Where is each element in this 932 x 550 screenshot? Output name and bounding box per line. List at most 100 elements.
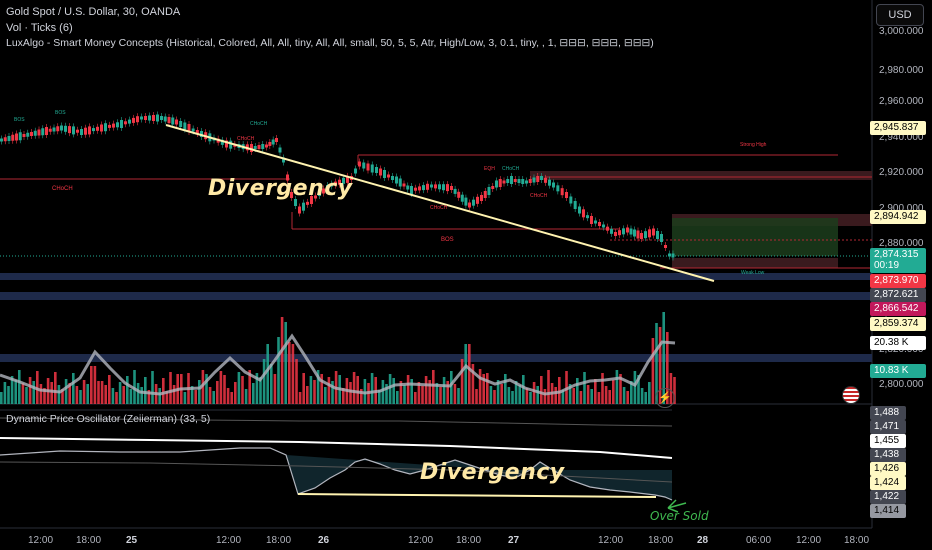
volume-bar bbox=[7, 386, 10, 404]
symbol-title[interactable]: Gold Spot / U.S. Dollar, 30, OANDA bbox=[6, 6, 181, 18]
volume-bar bbox=[3, 382, 7, 404]
time-axis-tick: 18:00 bbox=[456, 535, 482, 546]
candle-body bbox=[544, 177, 547, 183]
candle-body bbox=[104, 123, 107, 132]
us-flag-icon[interactable] bbox=[842, 386, 860, 404]
price-axis-tick: 2,900.000 bbox=[879, 203, 924, 214]
volume-bar bbox=[460, 359, 464, 404]
candle-body bbox=[88, 126, 91, 135]
candle-body bbox=[468, 202, 471, 208]
time-axis-tick: 18:00 bbox=[844, 535, 870, 546]
candle-body bbox=[225, 140, 228, 148]
oscillator-tag: 1,424 bbox=[870, 476, 906, 490]
volume-bar bbox=[414, 392, 417, 404]
volume-bar bbox=[493, 390, 496, 404]
volume-bar bbox=[190, 386, 194, 404]
price-axis-tick: 2,980.000 bbox=[879, 65, 924, 76]
candle-body bbox=[191, 128, 195, 132]
price-tag: 2,874.315 bbox=[870, 248, 926, 262]
candle-body bbox=[414, 187, 417, 191]
price-tag: 2,866.542 bbox=[870, 302, 926, 316]
volume-bar bbox=[540, 376, 543, 404]
candle-body bbox=[506, 179, 510, 183]
candle-body bbox=[160, 116, 163, 120]
time-axis-tick: 28 bbox=[697, 535, 709, 546]
candle-body bbox=[362, 162, 366, 169]
volume-bar bbox=[147, 390, 151, 404]
volume-bar bbox=[410, 379, 413, 404]
volume-bar bbox=[313, 380, 316, 404]
volume-bar bbox=[212, 391, 215, 404]
volume-bar bbox=[594, 379, 597, 404]
volume-bar bbox=[666, 332, 669, 404]
over-sold-arrow bbox=[667, 499, 687, 513]
candle-body bbox=[569, 196, 573, 204]
luxalgo-indicator-title[interactable]: LuxAlgo - Smart Money Concepts (Historic… bbox=[6, 37, 654, 49]
volume-bar bbox=[262, 359, 266, 404]
oscillator-mid-band bbox=[0, 437, 673, 459]
volume-bar bbox=[118, 382, 122, 404]
time-axis-tick: 12:00 bbox=[216, 535, 242, 546]
volume-bar bbox=[428, 380, 431, 404]
volume-bar bbox=[291, 344, 295, 404]
candle-body bbox=[391, 176, 394, 180]
volume-bar bbox=[72, 373, 75, 404]
oscillator-indicator-title[interactable]: Dynamic Price Oscillator (Zeiierman) (33… bbox=[6, 413, 211, 425]
eqh-label: EQH bbox=[484, 166, 495, 172]
volume-bar bbox=[259, 377, 262, 404]
candle-body bbox=[578, 206, 581, 214]
volume-bar bbox=[68, 383, 71, 404]
volume-bar bbox=[442, 377, 446, 404]
volume-bar bbox=[349, 382, 352, 404]
volume-bar bbox=[370, 373, 374, 404]
candle-body bbox=[472, 199, 475, 206]
volume-bar bbox=[547, 370, 550, 404]
candle-body bbox=[510, 176, 513, 184]
candle-body bbox=[422, 185, 425, 191]
candle-body bbox=[0, 138, 3, 142]
volume-bar bbox=[100, 381, 104, 404]
candle-body bbox=[668, 253, 671, 257]
volume-bar bbox=[619, 374, 622, 404]
volume-bar bbox=[331, 381, 334, 404]
volume-bar bbox=[669, 373, 673, 404]
volume-bar bbox=[28, 377, 32, 404]
volume-bar bbox=[90, 366, 93, 404]
lightning-icon[interactable]: ⚡ bbox=[655, 388, 675, 408]
candle-body bbox=[80, 129, 83, 135]
volume-bar bbox=[597, 392, 601, 404]
volume-indicator-title[interactable]: Vol · Ticks (6) bbox=[6, 22, 73, 34]
oscillator-tag: 1,438 bbox=[870, 448, 906, 462]
candle-body bbox=[525, 180, 528, 184]
volume-bar bbox=[104, 385, 107, 404]
candle-body bbox=[464, 197, 468, 206]
volume-bar bbox=[388, 374, 392, 404]
oscillator-upper-band bbox=[0, 417, 673, 427]
volume-bar bbox=[385, 384, 388, 404]
candle-body bbox=[282, 157, 285, 163]
volume-bar bbox=[64, 379, 68, 404]
volume-bar bbox=[93, 366, 97, 404]
candle-body bbox=[48, 128, 52, 132]
volume-bar bbox=[165, 391, 169, 404]
candle-body bbox=[100, 124, 103, 132]
volume-bar bbox=[158, 388, 161, 404]
volume-bar bbox=[208, 387, 212, 404]
candle-body bbox=[330, 183, 333, 187]
oscillator-tag: 1,426 bbox=[870, 462, 906, 476]
price-tag: 2,859.374 bbox=[870, 317, 926, 331]
volume-bar bbox=[115, 392, 118, 404]
candle-body bbox=[521, 179, 525, 184]
candle-body bbox=[430, 184, 433, 188]
volume-bar bbox=[352, 372, 356, 404]
price-axis-tick: 3,000.000 bbox=[879, 26, 924, 37]
choch-label: CHoCH bbox=[52, 186, 73, 192]
currency-button[interactable]: USD bbox=[876, 4, 924, 26]
volume-bar bbox=[21, 383, 25, 404]
candle-body bbox=[314, 195, 317, 199]
candle-body bbox=[614, 232, 617, 236]
volume-bar bbox=[417, 382, 421, 404]
candle-body bbox=[640, 233, 643, 239]
volume-bar bbox=[471, 364, 475, 404]
